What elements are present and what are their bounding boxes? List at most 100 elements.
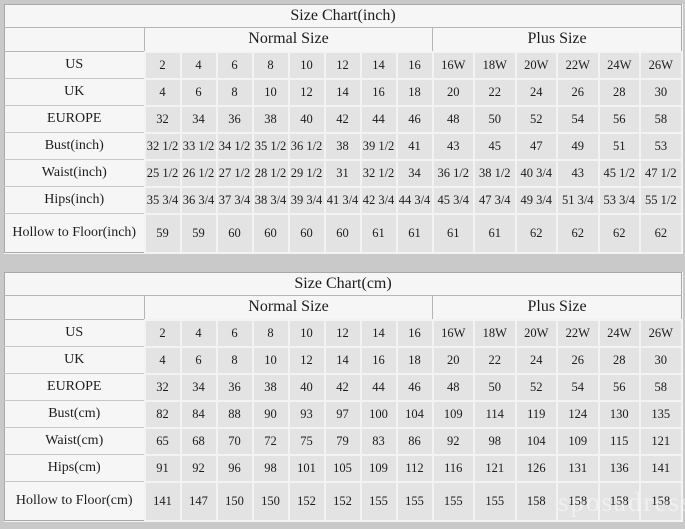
- size-value-cell: 124: [556, 399, 600, 429]
- size-value-cell: 22W: [556, 50, 600, 80]
- table-row: EUROPE 32 34 36 38 40 42 44 46 48 50 52 54 56 58: [4, 104, 683, 134]
- table-row: UK 4 6 8 10 12 14 16 18 20 22 24 26 28 30: [4, 77, 683, 107]
- size-value-cell: 92: [431, 426, 475, 456]
- size-value-cell: 51 3/4: [556, 185, 600, 215]
- size-value-cell: 25 1/2: [143, 158, 182, 188]
- size-value-cell: 34: [179, 372, 218, 402]
- table-title: Size Chart(inch): [4, 4, 682, 28]
- size-value-cell: 61: [359, 212, 398, 254]
- size-value-cell: 112: [395, 453, 434, 483]
- size-value-cell: 10: [287, 50, 326, 80]
- row-label: Bust(cm): [4, 400, 145, 428]
- size-value-cell: 38: [323, 131, 362, 161]
- size-value-cell: 4: [143, 77, 182, 107]
- size-value-cell: 18: [395, 345, 434, 375]
- size-value-cell: 58: [639, 104, 683, 134]
- size-value-cell: 34: [395, 158, 434, 188]
- size-value-cell: 40: [287, 372, 326, 402]
- row-label: US: [4, 319, 145, 347]
- size-value-cell: 46: [395, 372, 434, 402]
- size-value-cell: 6: [179, 345, 218, 375]
- size-value-cell: 24W: [597, 318, 641, 348]
- size-value-cell: 114: [473, 399, 517, 429]
- plus-size-header: Plus Size: [431, 27, 682, 52]
- size-value-cell: 54: [556, 104, 600, 134]
- size-value-cell: 141: [143, 480, 182, 522]
- size-value-cell: 10: [251, 77, 290, 107]
- table-row: Bust(inch) 32 1/2 33 1/2 34 1/2 35 1/2 36 1/2…: [4, 131, 683, 161]
- size-value-cell: 22: [473, 77, 517, 107]
- size-value-cell: 115: [597, 426, 641, 456]
- size-value-cell: 105: [323, 453, 362, 483]
- size-value-cell: 16W: [431, 50, 475, 80]
- size-value-cell: 12: [287, 77, 326, 107]
- size-value-cell: 61: [473, 212, 517, 254]
- size-value-cell: 72: [251, 426, 290, 456]
- size-value-cell: 50: [473, 104, 517, 134]
- size-value-cell: 38: [251, 104, 290, 134]
- size-value-cell: 49: [556, 131, 600, 161]
- size-value-cell: 39 1/2: [359, 131, 398, 161]
- table-row: US 2 4 6 8 10 12 14 16 16W 18W 20W 22W 24W 26W: [4, 318, 683, 348]
- size-value-cell: 152: [287, 480, 326, 522]
- size-value-cell: 2: [143, 50, 182, 80]
- size-value-cell: 31: [323, 158, 362, 188]
- size-value-cell: 59: [143, 212, 182, 254]
- size-value-cell: 109: [359, 453, 398, 483]
- size-value-cell: 26: [556, 345, 600, 375]
- size-chart-table: Size Chart(cm) Normal Size Plus Size US 2 4 6 8…: [4, 272, 683, 522]
- row-label: Hollow to Floor(cm): [4, 481, 145, 521]
- size-value-cell: 62: [514, 212, 558, 254]
- size-chart-table-inch: Size Chart(inch) Normal Size Plus Size US 2 4…: [4, 4, 683, 254]
- size-value-cell: 61: [431, 212, 475, 254]
- size-value-cell: 20: [431, 77, 475, 107]
- size-value-cell: 131: [556, 453, 600, 483]
- size-value-cell: 47 1/2: [639, 158, 683, 188]
- size-value-cell: 152: [323, 480, 362, 522]
- size-value-cell: 45 1/2: [597, 158, 641, 188]
- size-value-cell: 150: [215, 480, 254, 522]
- size-value-cell: 2: [143, 318, 182, 348]
- size-value-cell: 12: [323, 50, 362, 80]
- size-value-cell: 16: [359, 77, 398, 107]
- size-value-cell: 98: [473, 426, 517, 456]
- size-value-cell: 100: [359, 399, 398, 429]
- size-value-cell: 10: [287, 318, 326, 348]
- size-value-cell: 104: [395, 399, 434, 429]
- size-value-cell: 83: [359, 426, 398, 456]
- size-value-cell: 155: [473, 480, 517, 522]
- size-value-cell: 48: [431, 372, 475, 402]
- size-value-cell: 79: [323, 426, 362, 456]
- row-label: EUROPE: [4, 105, 145, 133]
- size-value-cell: 27 1/2: [215, 158, 254, 188]
- size-value-cell: 147: [179, 480, 218, 522]
- size-value-cell: 46: [395, 104, 434, 134]
- row-label: Hips(cm): [4, 454, 145, 482]
- size-value-cell: 141: [639, 453, 683, 483]
- size-value-cell: 98: [251, 453, 290, 483]
- size-value-cell: 38 1/2: [473, 158, 517, 188]
- table-row: US 2 4 6 8 10 12 14 16 16W 18W 20W 22W 24W 26W: [4, 50, 683, 80]
- size-value-cell: 60: [287, 212, 326, 254]
- size-value-cell: 68: [179, 426, 218, 456]
- size-value-cell: 22W: [556, 318, 600, 348]
- size-value-cell: 52: [514, 104, 558, 134]
- size-value-cell: 70: [215, 426, 254, 456]
- size-value-cell: 52: [514, 372, 558, 402]
- size-value-cell: 155: [359, 480, 398, 522]
- size-value-cell: 60: [215, 212, 254, 254]
- size-value-cell: 88: [215, 399, 254, 429]
- size-value-cell: 28: [597, 345, 641, 375]
- size-value-cell: 35 3/4: [143, 185, 182, 215]
- size-value-cell: 16: [359, 345, 398, 375]
- size-value-cell: 119: [514, 399, 558, 429]
- size-value-cell: 45: [473, 131, 517, 161]
- size-value-cell: 61: [395, 212, 434, 254]
- size-chart-table-cm: Size Chart(cm) Normal Size Plus Size US 2 4 6 8…: [4, 272, 683, 522]
- size-value-cell: 47 3/4: [473, 185, 517, 215]
- size-value-cell: 30: [639, 77, 683, 107]
- size-value-cell: 14: [323, 345, 362, 375]
- size-value-cell: 22: [473, 345, 517, 375]
- size-value-cell: 136: [597, 453, 641, 483]
- row-label: US: [4, 51, 145, 79]
